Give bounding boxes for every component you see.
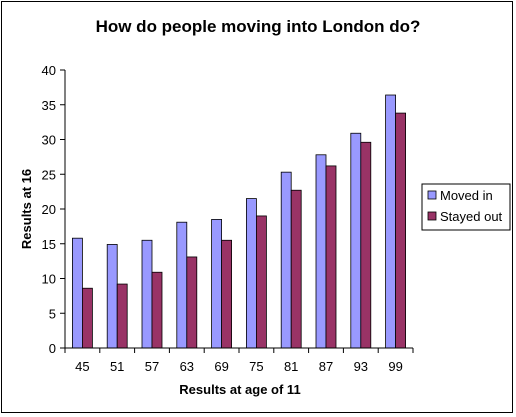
y-tick-label: 0: [49, 341, 56, 356]
bar-moved-in: [141, 239, 153, 349]
x-tick-label: 75: [249, 359, 263, 374]
bar-stayed-out: [395, 112, 407, 349]
bar-moved-in: [350, 132, 362, 349]
bar-stayed-out: [221, 239, 233, 349]
bar-stayed-out: [116, 283, 128, 349]
bar-moved-in: [245, 198, 257, 349]
y-tick-label: 30: [42, 133, 56, 148]
legend: Moved in Stayed out: [421, 183, 511, 231]
y-tick-label: 25: [42, 167, 56, 182]
bar-stayed-out: [151, 271, 163, 349]
y-tick-label: 35: [42, 98, 56, 113]
y-tick-label: 5: [49, 306, 56, 321]
y-axis-title: Results at 16: [19, 169, 34, 249]
bar-stayed-out: [290, 189, 302, 349]
legend-label-moved-in: Moved in: [440, 188, 493, 203]
y-tick-label: 15: [42, 237, 56, 252]
bar-stayed-out: [325, 165, 337, 349]
y-tick-label: 20: [42, 202, 56, 217]
y-tick-label: 40: [42, 63, 56, 78]
bar-moved-in: [72, 237, 83, 349]
x-tick-label: 69: [214, 359, 228, 374]
x-tick-label: 81: [284, 359, 298, 374]
bar-moved-in: [280, 171, 292, 349]
x-tick-label: 45: [75, 359, 89, 374]
bar-stayed-out: [255, 215, 267, 349]
x-tick-label: 57: [145, 359, 159, 374]
x-tick-label: 99: [388, 359, 402, 374]
bar-moved-in: [385, 94, 397, 349]
x-tick-label: 87: [319, 359, 333, 374]
bar-moved-in: [211, 219, 223, 349]
bar-stayed-out: [82, 287, 93, 349]
bar-moved-in: [315, 154, 327, 349]
bar-moved-in: [106, 244, 118, 349]
legend-swatch-stayed-out: [427, 211, 437, 221]
bar-stayed-out: [360, 141, 372, 349]
bar-stayed-out: [186, 256, 198, 349]
bar-moved-in: [176, 221, 188, 349]
x-tick-label: 93: [354, 359, 368, 374]
legend-swatch-moved-in: [427, 190, 437, 200]
legend-label-stayed-out: Stayed out: [440, 209, 503, 224]
x-axis-title: Results at age of 11: [179, 382, 300, 397]
legend-box: [421, 183, 511, 231]
plot-area: 0 5 10 15 20 25 30 35 40 45 51 57 63 69 75 81 87 93 99: [42, 63, 414, 374]
y-tick-label: 10: [42, 272, 56, 287]
x-tick-label: 63: [180, 359, 194, 374]
bar-chart: How do people moving into London do? 051…: [19, 17, 511, 397]
x-tick-label: 51: [110, 359, 124, 374]
chart-title: How do people moving into London do?: [96, 17, 421, 36]
